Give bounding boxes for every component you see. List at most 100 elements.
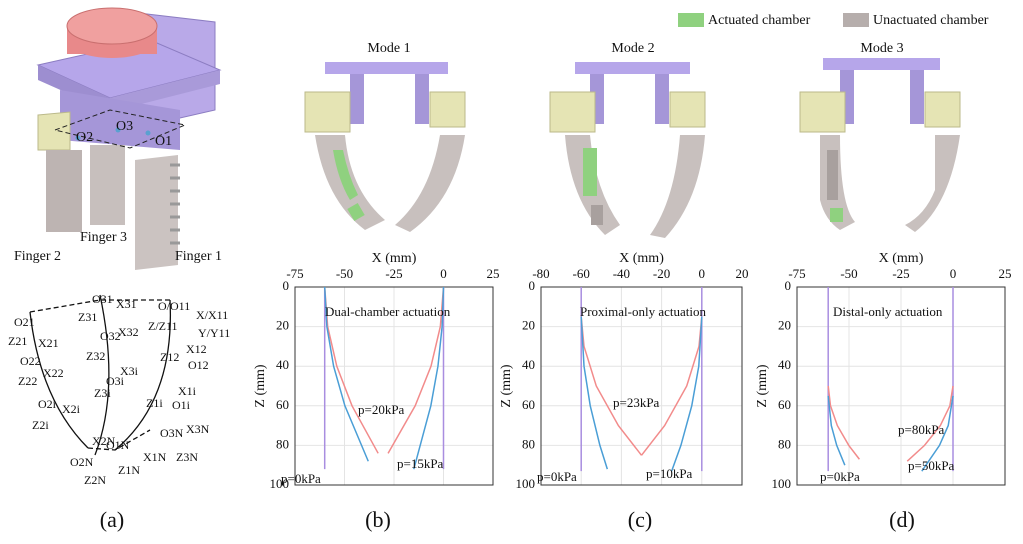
kinematic-label: X22 bbox=[43, 366, 64, 380]
kinematic-label: Z12 bbox=[160, 350, 179, 364]
x-tick-label: -75 bbox=[286, 266, 303, 281]
kinematic-label: O3i bbox=[106, 374, 125, 388]
curve bbox=[580, 316, 609, 470]
legend-label: Actuated chamber bbox=[708, 13, 811, 28]
x-tick-label: 0 bbox=[699, 266, 706, 281]
kinematic-label: X12 bbox=[186, 342, 207, 356]
kinematic-label: X1i bbox=[178, 384, 197, 398]
x-tick-label: -25 bbox=[385, 266, 402, 281]
curve bbox=[906, 385, 954, 462]
annotation: p=0kPa bbox=[820, 469, 860, 484]
x-axis-label: X (mm) bbox=[619, 251, 664, 266]
kinematic-label: O31 bbox=[92, 292, 113, 306]
panel-label: (b) bbox=[365, 507, 391, 532]
y-tick-label: 100 bbox=[772, 476, 792, 491]
kinematic-label: Z3N bbox=[176, 450, 198, 464]
y-tick-label: 60 bbox=[522, 397, 535, 412]
annotation: p=20kPa bbox=[358, 402, 405, 417]
frame-label: O2 bbox=[76, 130, 93, 145]
curve bbox=[413, 286, 445, 470]
annotation: Distal-only actuation bbox=[833, 304, 943, 319]
kinematic-label: Z1i bbox=[146, 396, 163, 410]
frame-label: O1 bbox=[155, 134, 172, 149]
y-tick-label: 80 bbox=[522, 436, 535, 451]
kinematic-label: Z1N bbox=[118, 463, 140, 477]
kinematic-label: X1N bbox=[143, 450, 167, 464]
kinematic-label: Z/Z11 bbox=[148, 319, 178, 333]
y-tick-label: 20 bbox=[778, 318, 791, 333]
x-tick-label: -25 bbox=[892, 266, 909, 281]
x-tick-label: 0 bbox=[950, 266, 957, 281]
annotation: Dual-chamber actuation bbox=[325, 304, 451, 319]
kinematic-label: O12 bbox=[188, 358, 209, 372]
x-tick-label: 0 bbox=[440, 266, 447, 281]
kinematic-label: Z2i bbox=[32, 418, 49, 432]
y-axis-label: Z (mm) bbox=[253, 364, 268, 407]
kinematic-label: Z31 bbox=[78, 310, 97, 324]
x-tick-label: 25 bbox=[999, 266, 1012, 281]
panel-label: (a) bbox=[100, 507, 124, 532]
mode-renders bbox=[304, 58, 961, 238]
y-tick-label: 20 bbox=[522, 318, 535, 333]
x-tick-label: -60 bbox=[573, 266, 590, 281]
y-axis-label: Z (mm) bbox=[499, 364, 514, 407]
y-tick-label: 60 bbox=[276, 397, 289, 412]
mode-title: Mode 3 bbox=[860, 41, 903, 56]
y-tick-label: 40 bbox=[276, 357, 289, 372]
legend-swatch bbox=[678, 13, 704, 27]
y-tick-label: 80 bbox=[778, 436, 791, 451]
curve bbox=[827, 395, 846, 466]
x-tick-label: -50 bbox=[336, 266, 353, 281]
kinematic-label: X2N bbox=[92, 434, 116, 448]
x-tick-label: 20 bbox=[736, 266, 749, 281]
annotation: p=15kPa bbox=[397, 456, 444, 471]
annotation: p=50kPa bbox=[908, 458, 955, 473]
y-tick-label: 100 bbox=[270, 476, 290, 491]
plot-area bbox=[541, 287, 742, 485]
kinematic-label: O21 bbox=[14, 315, 35, 329]
kinematic-label: O32 bbox=[100, 329, 121, 343]
gripper-render bbox=[36, 7, 222, 270]
y-tick-label: 0 bbox=[785, 278, 792, 293]
annotation: Proximal-only actuation bbox=[580, 304, 707, 319]
y-tick-label: 60 bbox=[778, 397, 791, 412]
kinematic-label: X2i bbox=[62, 402, 81, 416]
x-tick-label: -40 bbox=[613, 266, 630, 281]
curve bbox=[670, 316, 703, 472]
legend-label: Unactuated chamber bbox=[873, 13, 989, 28]
x-tick-label: -50 bbox=[840, 266, 857, 281]
annotation: p=0kPa bbox=[281, 471, 321, 486]
curve bbox=[827, 385, 860, 460]
panel-label: (d) bbox=[889, 507, 915, 532]
x-tick-label: -80 bbox=[532, 266, 549, 281]
x-axis-label: X (mm) bbox=[879, 251, 924, 266]
x-axis-label: X (mm) bbox=[372, 251, 417, 266]
finger-label: Finger 3 bbox=[80, 230, 127, 245]
kinematic-label: O2N bbox=[70, 455, 94, 469]
kinematic-label: X32 bbox=[118, 325, 139, 339]
annotation: p=80kPa bbox=[898, 422, 945, 437]
panel-label: (c) bbox=[628, 507, 652, 532]
x-tick-label: 25 bbox=[487, 266, 500, 281]
finger-label: Finger 2 bbox=[14, 249, 61, 264]
kinematic-label: X31 bbox=[116, 297, 137, 311]
kinematic-label: O3N bbox=[160, 426, 184, 440]
y-axis-label: Z (mm) bbox=[755, 364, 770, 407]
kinematic-label: O22 bbox=[20, 354, 41, 368]
kinematic-label: Z32 bbox=[86, 349, 105, 363]
kinematic-label: X/X11 bbox=[196, 308, 228, 322]
kinematic-label: X3N bbox=[186, 422, 210, 436]
plot-frame bbox=[540, 286, 743, 486]
curve bbox=[921, 395, 954, 472]
kinematic-diagram bbox=[29, 294, 172, 456]
mode-title: Mode 2 bbox=[611, 41, 654, 56]
x-tick-label: -20 bbox=[653, 266, 670, 281]
kinematic-label: Z3i bbox=[94, 386, 111, 400]
y-tick-label: 40 bbox=[522, 357, 535, 372]
y-tick-label: 0 bbox=[283, 278, 290, 293]
y-tick-label: 100 bbox=[516, 476, 536, 491]
kinematic-label: O2i bbox=[38, 397, 57, 411]
plot-frame bbox=[796, 286, 1006, 486]
legend-swatch bbox=[843, 13, 869, 27]
